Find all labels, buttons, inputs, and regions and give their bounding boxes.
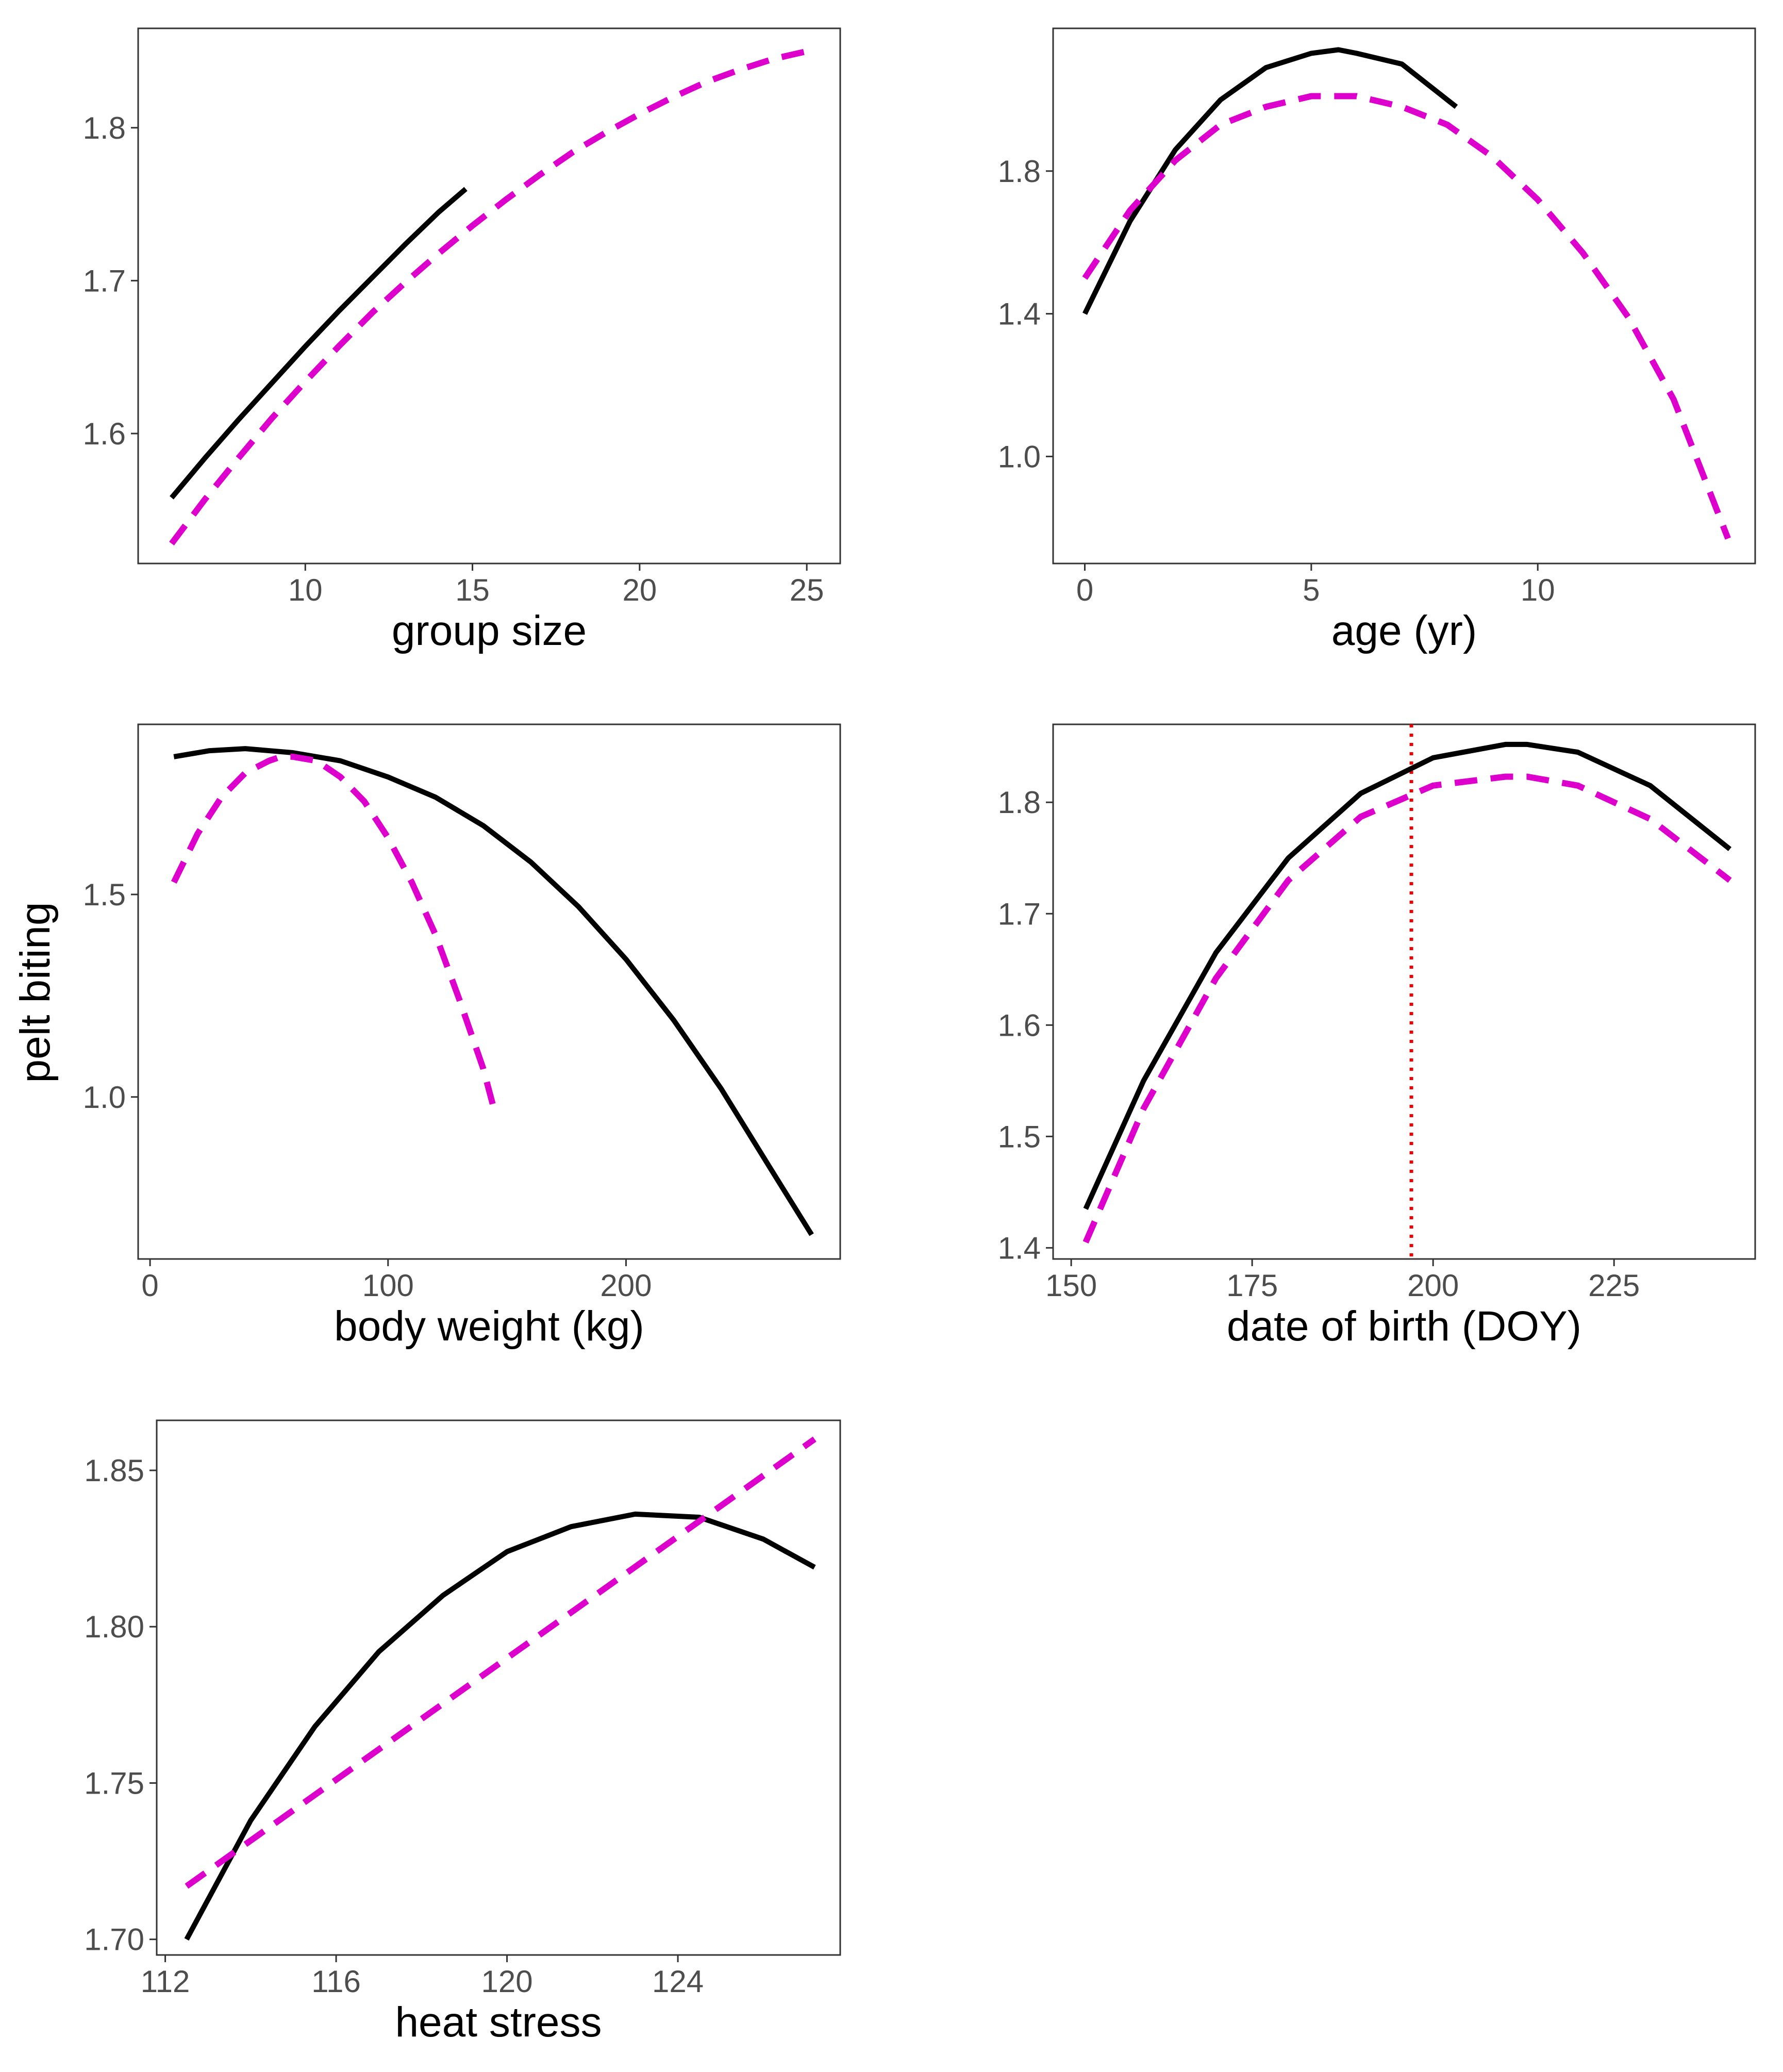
- x-tick-label: 10: [288, 573, 323, 607]
- x-tick-label: 10: [1521, 573, 1555, 607]
- dashed-series-line: [1082, 93, 1731, 540]
- y-tick-label: 1.7: [83, 263, 126, 298]
- x-tick-label: 200: [1407, 1268, 1459, 1303]
- y-tick-label: 1.6: [998, 1008, 1041, 1042]
- x-axis-title: heat stress: [395, 1999, 602, 2046]
- y-tick-label: 1.4: [998, 1231, 1041, 1265]
- dashed-series-line: [185, 1436, 816, 1889]
- x-tick-label: 15: [455, 573, 490, 607]
- panel-age: 0 5 10 1.0 1.4 1.8 age (yr): [998, 27, 1756, 654]
- x-axis-title: body weight (kg): [334, 1303, 644, 1350]
- y-tick-label: 1.8: [83, 111, 126, 145]
- panel-heat-stress: 112 116 120 124 1.70 1.75 1.80 1.85 heat stress: [84, 1419, 841, 2046]
- x-tick-label: 116: [311, 1964, 361, 1999]
- plot-frame: [1052, 723, 1756, 1260]
- y-tick-label: 1.8: [998, 154, 1041, 189]
- solid-series-line: [173, 746, 814, 1236]
- panel-date-of-birth: 150 175 200 225 1.4 1.5 1.6 1.7 1.8 date of birth…: [998, 723, 1756, 1350]
- y-tick-label: 1.5: [83, 877, 126, 912]
- plot-frame: [137, 27, 841, 565]
- x-tick-label: 124: [652, 1964, 704, 1999]
- y-tick-label: 1.6: [83, 417, 126, 451]
- y-tick-label: 1.8: [998, 785, 1041, 820]
- panel-body-weight: 0 100 200 1.0 1.5 body weight (kg): [83, 723, 841, 1350]
- plot-frame: [1052, 27, 1756, 565]
- y-tick-label: 1.0: [998, 439, 1041, 474]
- y-tick-label: 1.5: [998, 1119, 1041, 1154]
- solid-series-line: [170, 187, 468, 500]
- y-tick-label: 1.7: [998, 897, 1041, 931]
- x-tick-label: 0: [1076, 573, 1093, 607]
- y-tick-label: 1.75: [84, 1766, 144, 1800]
- x-axis-title: group size: [392, 607, 587, 654]
- y-tick-label: 1.4: [998, 297, 1041, 331]
- x-tick-label: 120: [481, 1964, 533, 1999]
- y-tick-label: 1.0: [83, 1080, 126, 1115]
- dashed-series-line: [171, 753, 498, 1114]
- plot-frame: [137, 723, 841, 1260]
- x-tick-label: 5: [1303, 573, 1320, 607]
- x-tick-label: 25: [790, 573, 824, 607]
- x-tick-label: 112: [141, 1964, 190, 1999]
- x-tick-label: 100: [362, 1268, 414, 1303]
- x-axis-title: date of birth (DOY): [1227, 1303, 1581, 1350]
- plot-frame: [156, 1419, 841, 1956]
- x-tick-label: 200: [600, 1268, 652, 1303]
- x-tick-label: 175: [1226, 1268, 1278, 1303]
- panel-group-size: 10 15 20 25 1.6 1.7 1.8 group size: [83, 27, 841, 654]
- x-tick-label: 225: [1588, 1268, 1640, 1303]
- dashed-series-line: [1082, 773, 1732, 1244]
- y-tick-label: 1.85: [84, 1453, 144, 1488]
- solid-series-line: [1083, 741, 1732, 1210]
- x-tick-label: 20: [622, 573, 657, 607]
- x-tick-label: 0: [141, 1268, 158, 1303]
- y-tick-label: 1.70: [84, 1922, 144, 1957]
- x-tick-label: 150: [1045, 1268, 1097, 1303]
- y-axis-title: pelt biting: [12, 902, 59, 1083]
- x-axis-title: age (yr): [1331, 607, 1477, 654]
- y-tick-label: 1.80: [84, 1610, 144, 1644]
- solid-series-line: [184, 1511, 816, 1941]
